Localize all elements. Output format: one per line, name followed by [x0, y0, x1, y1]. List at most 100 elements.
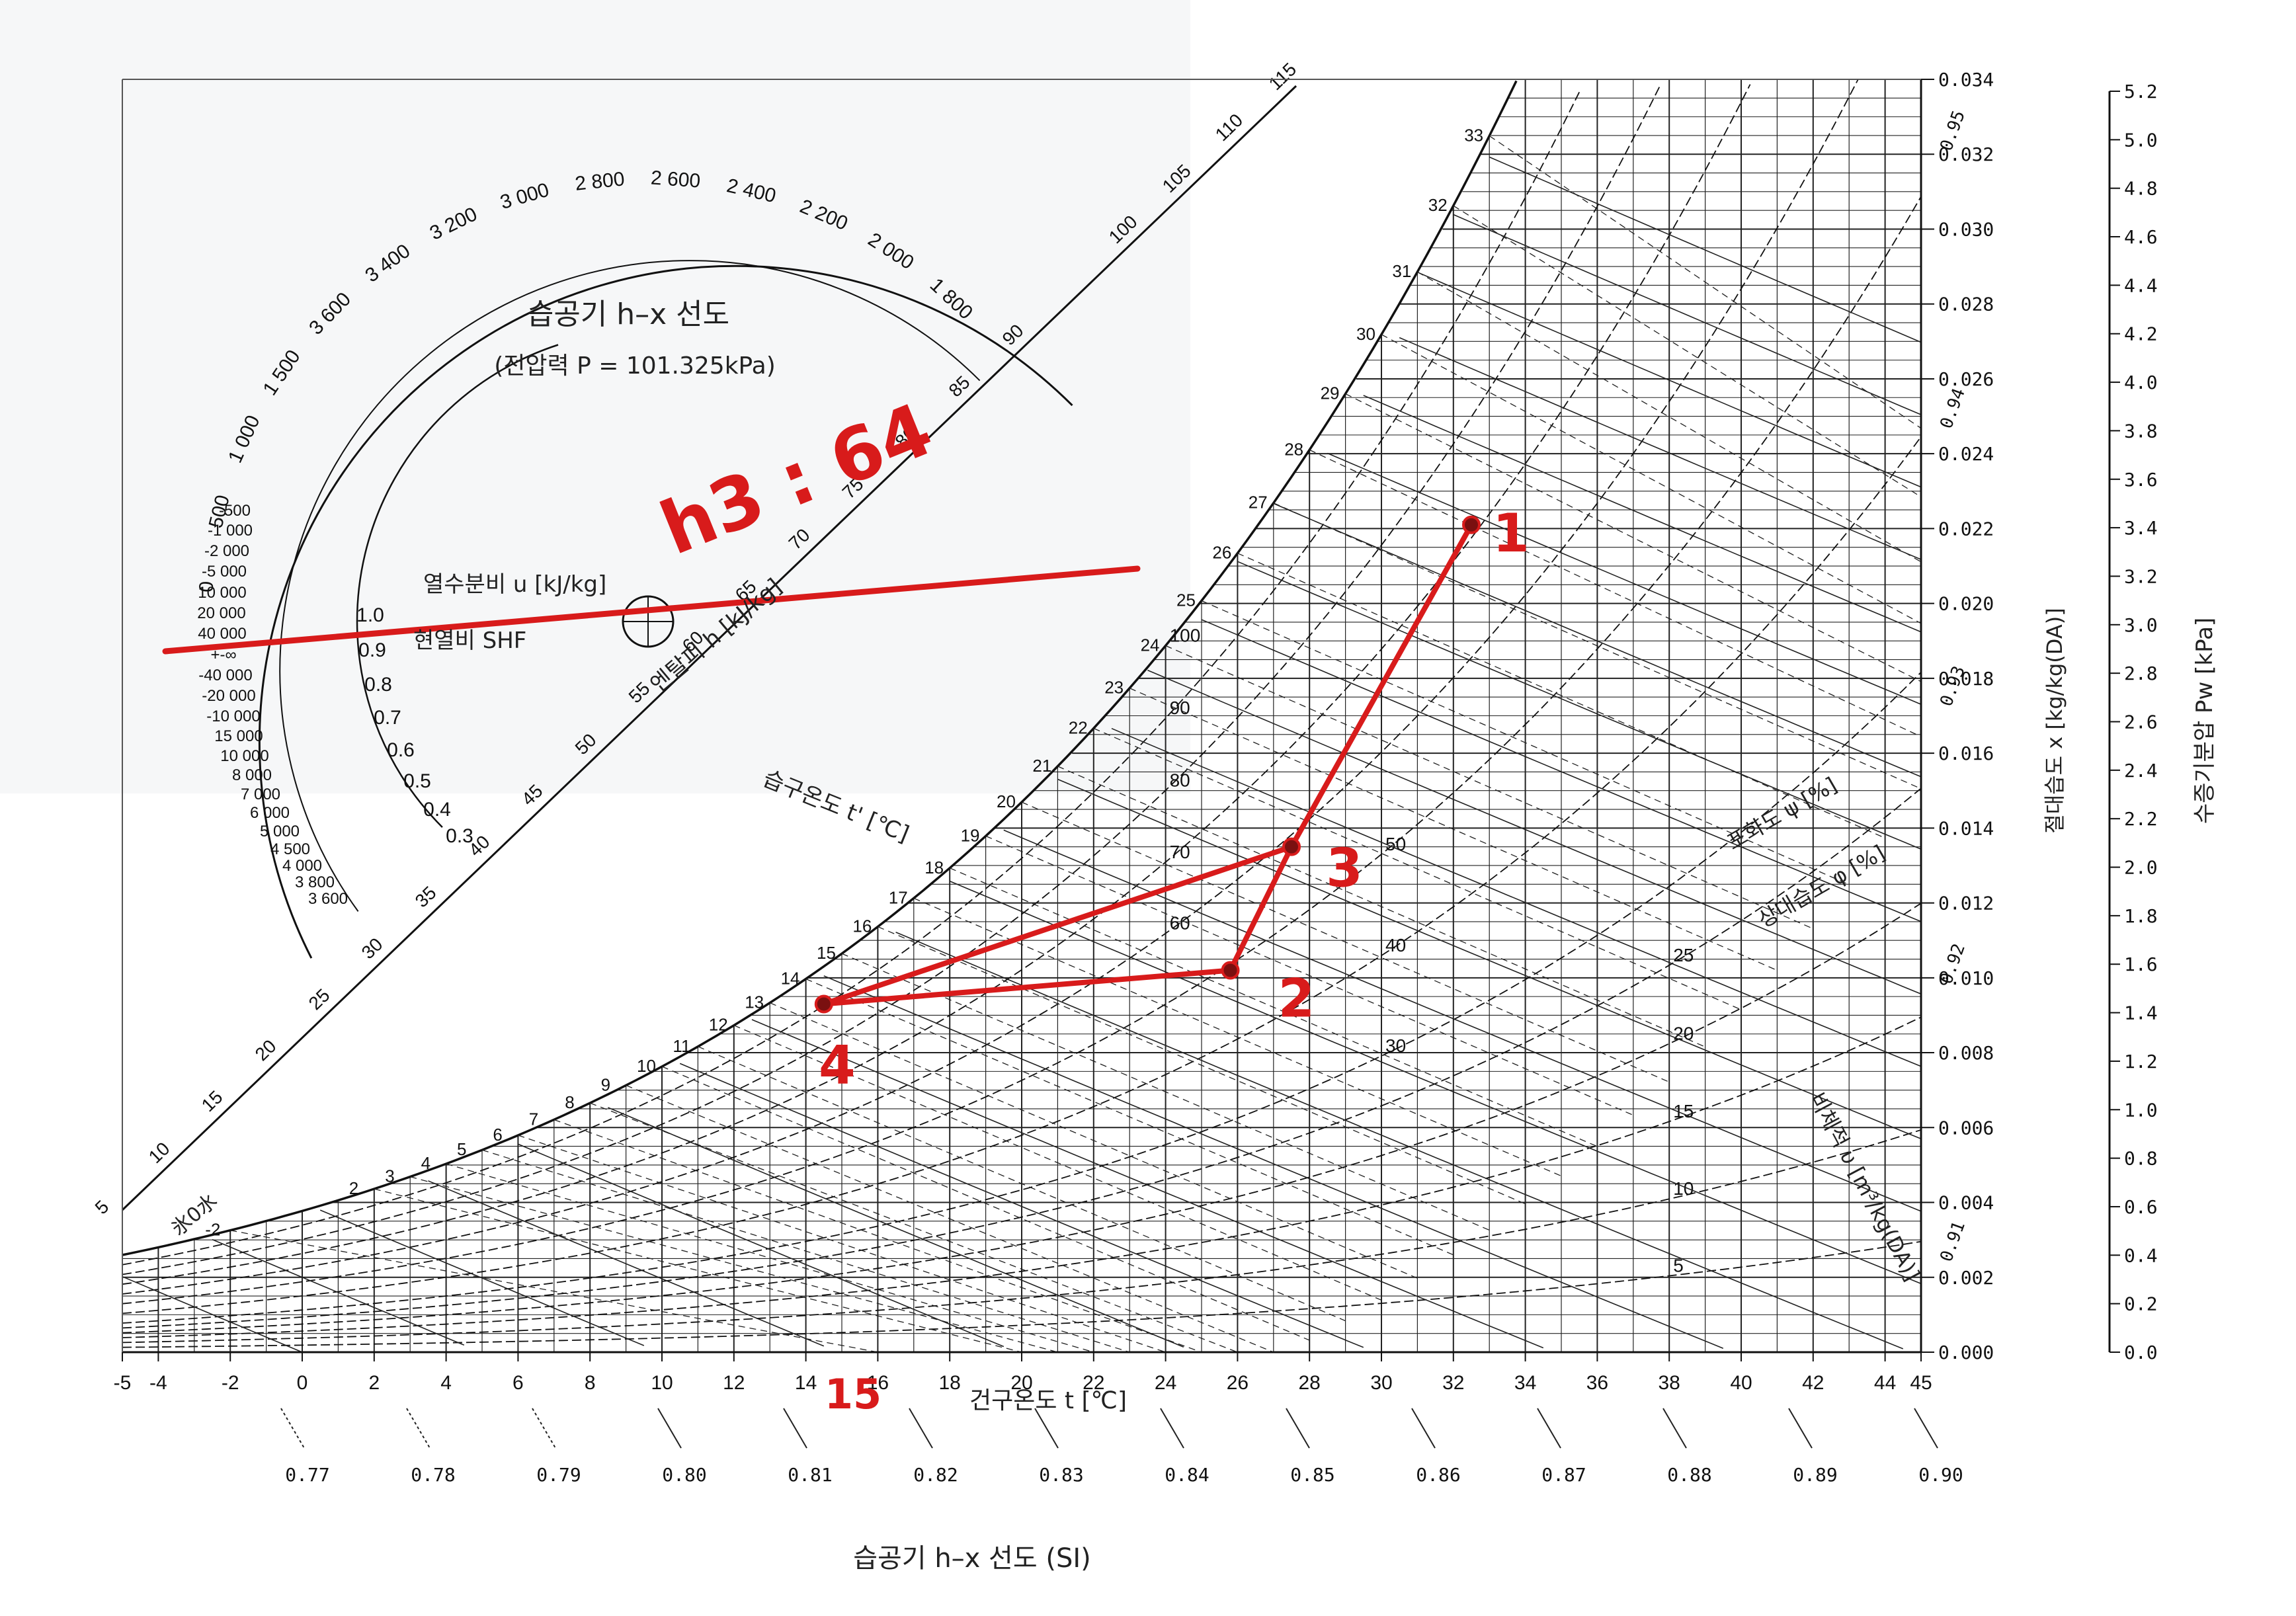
- x-tick-label: 28: [1299, 1372, 1321, 1394]
- enthalpy-line: [949, 880, 1922, 1285]
- shf-tick: 0.7: [374, 707, 401, 729]
- moisture-ratio-label: 열수분비 u [kJ/kg]: [423, 571, 606, 598]
- wet-bulb-line: [1489, 135, 1922, 429]
- wet-bulb-line: [985, 835, 1634, 1116]
- protractor-left-tick: 6 000: [250, 804, 290, 822]
- x-tick-label: 18: [939, 1372, 961, 1394]
- wet-bulb-label: 3: [385, 1166, 394, 1186]
- x-tick-label: 34: [1514, 1372, 1536, 1394]
- specific-volume-label: 0.79: [536, 1464, 581, 1486]
- x-tick-label: 40: [1730, 1372, 1752, 1394]
- protractor-left-tick: -20 000: [202, 687, 255, 705]
- x-tick-label: 22: [1083, 1372, 1104, 1394]
- shf-tick: 0.9: [358, 639, 386, 661]
- protractor-left-tick: -10 000: [206, 707, 260, 725]
- y-tick-label: 0.006: [1938, 1117, 1994, 1139]
- rh-curve: [122, 91, 1580, 1266]
- enthalpy-line: [518, 1143, 1004, 1348]
- x-tick-label: 16: [867, 1372, 889, 1394]
- y-tick-label: 0.028: [1938, 294, 1994, 315]
- y-tick-label: 0.022: [1938, 518, 1994, 540]
- x-tick-label: 20: [1010, 1372, 1032, 1394]
- rh-curve-label: 90: [1170, 698, 1190, 718]
- y-tick-label: 0.002: [1938, 1267, 1994, 1289]
- enthalpy-line: [751, 1019, 1544, 1349]
- enthalpy-line: [1489, 156, 1922, 343]
- x-tick-label: 2: [368, 1372, 380, 1394]
- x-tick-label: 8: [585, 1372, 596, 1394]
- x-tick-label: 24: [1155, 1372, 1176, 1394]
- specific-volume-label: 0.88: [1667, 1464, 1711, 1486]
- protractor-left-tick: 7 000: [241, 786, 280, 803]
- x-tick-label: 0: [297, 1372, 308, 1394]
- enthalpy-line: [608, 1107, 1184, 1348]
- pw-tick-label: 2.4: [2124, 760, 2158, 782]
- enthalpy-line: [1273, 503, 1922, 778]
- wet-bulb-label: 29: [1321, 384, 1340, 403]
- enthalpy-line: [428, 1180, 825, 1347]
- x-tick-label: 30: [1370, 1372, 1392, 1394]
- rh-curve-label: 40: [1385, 935, 1406, 955]
- pw-tick-label: 1.4: [2124, 1002, 2158, 1024]
- pw-axis-label: 수증기분압 Pw [kPa]: [2192, 618, 2218, 824]
- wet-bulb-line: [1093, 727, 1742, 1010]
- pw-tick-label: 3.6: [2124, 469, 2158, 491]
- specific-volume-tick: [1788, 1408, 1813, 1449]
- y-axis-label: 절대습도 x [kg/kg(DA)]: [2042, 608, 2067, 833]
- y-tick-label: 0.016: [1938, 743, 1994, 764]
- wet-bulb-line: [733, 1025, 1382, 1301]
- enthalpy-line: [1201, 619, 1922, 922]
- grid-layer: [122, 79, 1922, 1353]
- pw-tick-label: 3.2: [2124, 565, 2158, 587]
- pw-tick-label: 4.8: [2124, 178, 2158, 200]
- x-tick-label: 44: [1874, 1372, 1896, 1394]
- y-tick-label: 0.000: [1938, 1342, 1994, 1363]
- process-segment-3-2: [1227, 844, 1294, 973]
- wet-bulb-label: 30: [1356, 324, 1375, 344]
- wet-bulb-line: [805, 978, 1454, 1256]
- y-tick-label: 0.010: [1938, 967, 1994, 989]
- specific-volume-label: 0.84: [1165, 1464, 1209, 1486]
- enthalpy-line: [122, 1275, 303, 1353]
- enthalpy-line: [1147, 669, 1922, 995]
- enthalpy-line: [1363, 395, 1922, 633]
- wet-bulb-line: [1273, 503, 1922, 789]
- wet-bulb-label: 27: [1249, 493, 1268, 512]
- enthalpy-line: [895, 932, 1904, 1350]
- process-point-label-4: 4: [819, 1034, 856, 1096]
- wet-bulb-line: [698, 1046, 1346, 1322]
- enthalpy-line: [1327, 452, 1922, 705]
- chart-title: 습공기 h–x 선도: [527, 298, 729, 331]
- wet-bulb-line: [554, 1119, 1202, 1353]
- pw-tick-label: 2.0: [2124, 857, 2158, 879]
- chart-subtitle: (전압력 P = 101.325kPa): [494, 352, 776, 380]
- pw-tick-label: 4.4: [2124, 274, 2158, 296]
- pw-tick-label: 1.8: [2124, 905, 2158, 927]
- y-tick-label: 0.030: [1938, 218, 1994, 240]
- wet-bulb-label: 13: [745, 992, 764, 1012]
- wet-bulb-line: [230, 1230, 878, 1353]
- y-tick-label: 0.024: [1938, 443, 1994, 465]
- wet-bulb-line: [1309, 449, 1922, 737]
- x-tick-label: -5: [114, 1372, 132, 1394]
- glare-region: [0, 0, 1190, 793]
- specific-volume-tick: [1160, 1408, 1184, 1449]
- x-tick-label: 12: [723, 1372, 745, 1394]
- protractor-left-tick: -5 000: [202, 563, 247, 581]
- wet-bulb-line: [1345, 393, 1922, 682]
- pw-tick-label: 0.4: [2124, 1244, 2158, 1266]
- wet-bulb-line: [949, 868, 1598, 1147]
- wet-bulb-label: 25: [1176, 590, 1196, 610]
- specific-volume-label: 0.83: [1039, 1464, 1083, 1486]
- wet-bulb-label: 8: [565, 1092, 574, 1112]
- x-tick-label: 26: [1227, 1372, 1249, 1394]
- rh-curve: [122, 1129, 1922, 1344]
- specific-volume-tick: [657, 1408, 682, 1449]
- protractor-left-tick: -40 000: [198, 667, 252, 684]
- specific-volume-tick: [280, 1408, 305, 1449]
- wet-bulb-label: 5: [457, 1139, 466, 1159]
- pw-tick-label: 0.6: [2124, 1196, 2158, 1218]
- wet-bulb-label: 14: [781, 969, 800, 989]
- wet-bulb-line: [518, 1135, 1166, 1353]
